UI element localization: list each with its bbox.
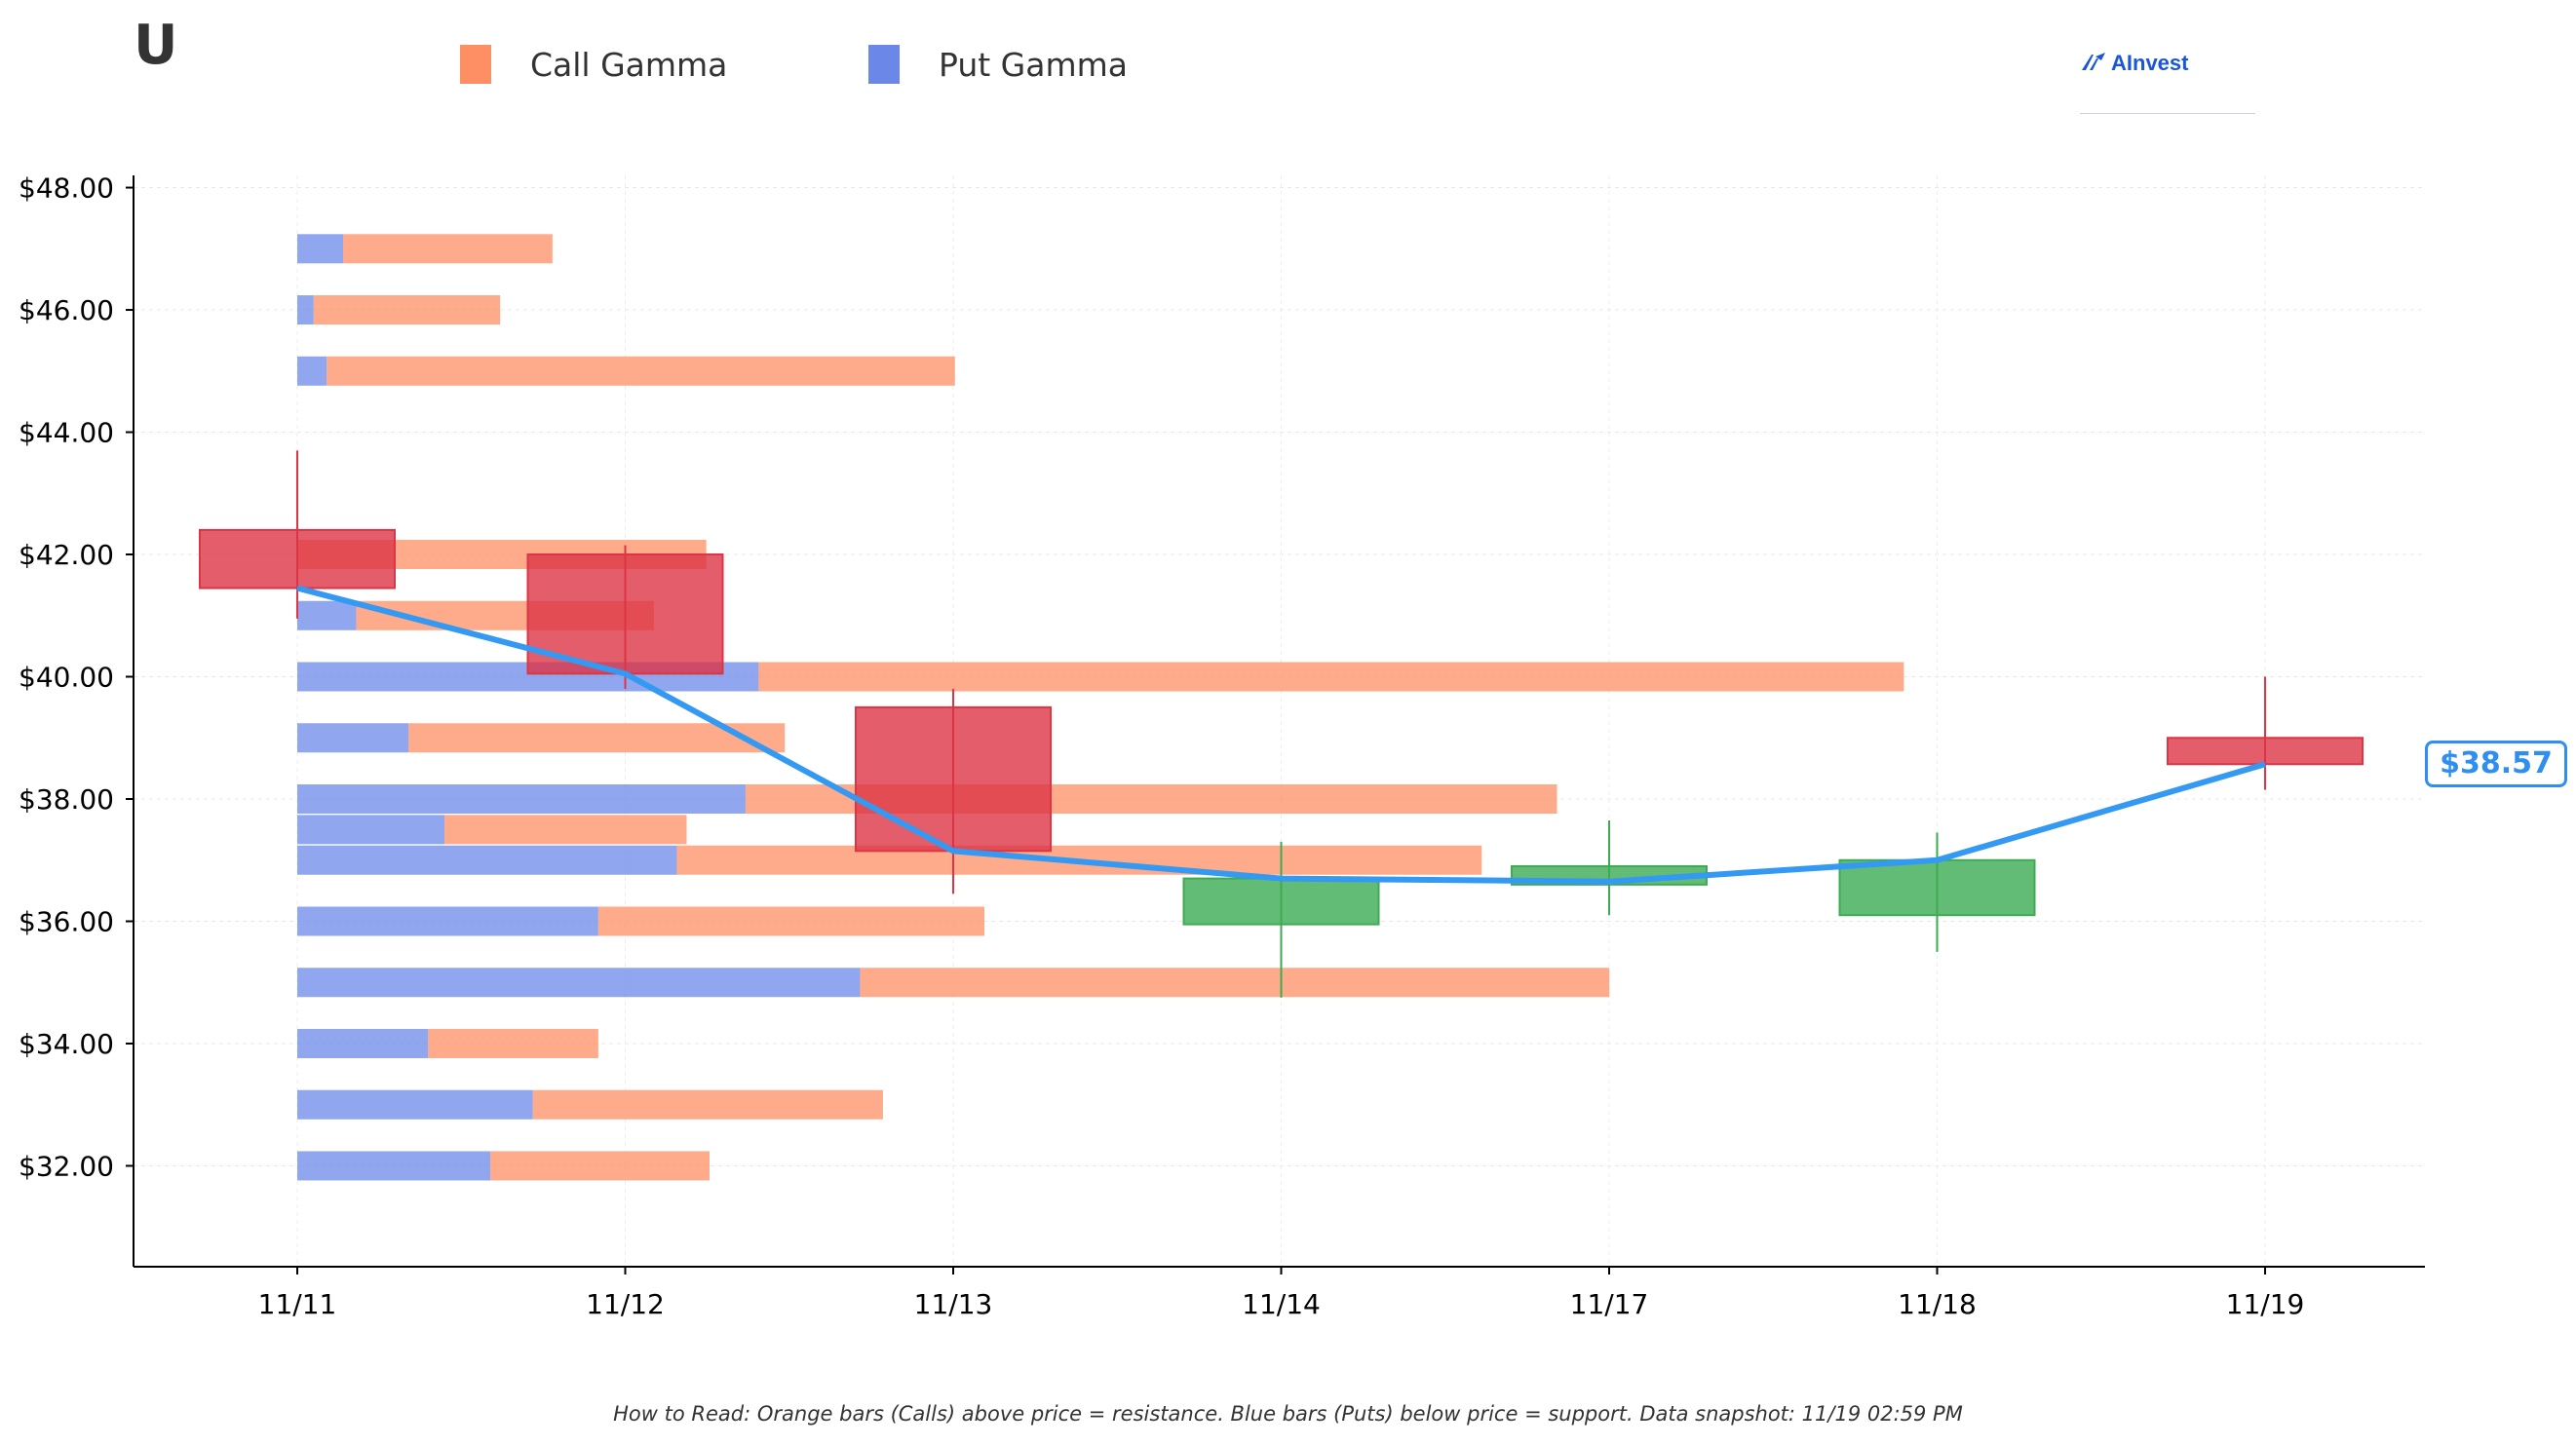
x-tick-label: 11/13 [914, 1288, 993, 1320]
x-tick-label: 11/11 [258, 1288, 337, 1320]
y-tick-label: $40.00 [19, 662, 114, 694]
y-tick-label: $34.00 [19, 1028, 114, 1060]
ainvest-logo-text: AInvest [2111, 51, 2189, 75]
call-gamma-bar [597, 906, 984, 936]
y-tick-label: $36.00 [19, 905, 114, 937]
call-gamma-swatch [460, 45, 491, 84]
put-gamma-bar [297, 295, 314, 325]
price-line [296, 585, 2266, 885]
axes: $32.00 $34.00 $36.00 $38.00 $40.00 $42.00 $44.… [19, 172, 2425, 1320]
candles [199, 450, 2364, 998]
legend-call-gamma: Call Gamma [460, 35, 727, 94]
candle-body-down [199, 528, 396, 590]
call-gamma-bar [490, 1151, 710, 1181]
y-tick-label: $46.00 [19, 294, 114, 326]
x-tick-label: 11/12 [586, 1288, 665, 1320]
call-gamma-bar [327, 356, 955, 386]
gamma-bars [297, 234, 1904, 1181]
price-line-layer [296, 585, 2266, 885]
y-tick-label: $38.00 [19, 783, 114, 816]
put-gamma-bar [297, 1089, 533, 1120]
put-gamma-bar [297, 784, 746, 814]
call-gamma-bar [758, 662, 1904, 692]
candle-body-down [2167, 737, 2364, 766]
ainvest-logo: AInvest [2080, 49, 2255, 114]
y-tick-label: $44.00 [19, 417, 114, 449]
put-gamma-bar [297, 845, 677, 875]
x-tick-label: 11/17 [1570, 1288, 1649, 1320]
candle-body-up [1838, 858, 2036, 917]
put-gamma-bar [297, 723, 409, 753]
call-gamma-bar [343, 234, 553, 264]
call-gamma-label: Call Gamma [530, 45, 728, 84]
put-gamma-bar [297, 600, 357, 630]
call-gamma-bar [532, 1089, 883, 1120]
x-tick-label: 11/14 [1242, 1288, 1321, 1320]
last-price-label: $38.57 [2425, 741, 2567, 787]
candle-body-up [1182, 877, 1380, 926]
put-gamma-bar [297, 356, 327, 386]
candle-body-down [855, 705, 1052, 853]
put-gamma-bar [297, 906, 598, 936]
call-gamma-bar [444, 815, 687, 845]
put-gamma-bar [297, 1151, 491, 1181]
y-tick-label: $32.00 [19, 1150, 114, 1182]
y-tick-label: $48.00 [19, 172, 114, 205]
put-gamma-swatch [868, 45, 900, 84]
call-gamma-bar [313, 295, 501, 325]
put-gamma-bar [297, 815, 445, 845]
ticker-symbol: U [134, 14, 178, 77]
y-tick-label: $42.00 [19, 539, 114, 571]
how-to-read-footnote: How to Read: Orange bars (Calls) above p… [613, 1402, 1963, 1426]
x-tick-label: 11/18 [1898, 1288, 1977, 1320]
put-gamma-bar [297, 1028, 429, 1058]
put-gamma-bar [297, 234, 343, 264]
legend-put-gamma: Put Gamma [868, 35, 1128, 94]
ainvest-logo-icon [2082, 53, 2105, 70]
put-gamma-label: Put Gamma [939, 45, 1128, 84]
x-tick-label: 11/19 [2226, 1288, 2305, 1320]
call-gamma-bar [428, 1028, 598, 1058]
call-gamma-bar [860, 968, 1610, 998]
put-gamma-bar [297, 968, 861, 998]
